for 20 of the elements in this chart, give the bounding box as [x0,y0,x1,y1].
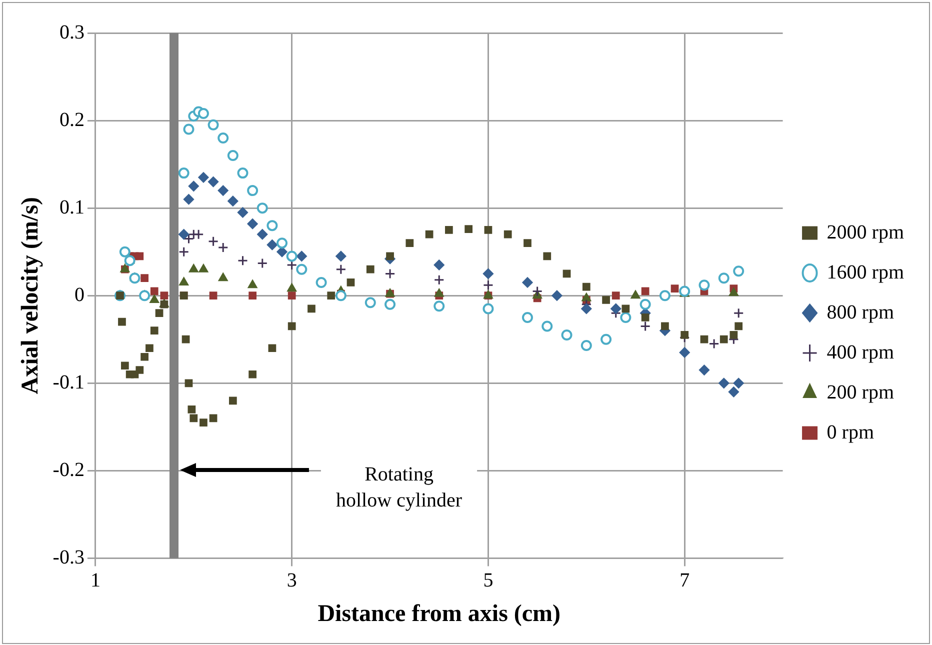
y-tick-label: 0.1 [59,196,84,218]
x-tick-label: 3 [286,569,297,592]
legend-label: 1600 rpm [826,261,904,284]
y-tick-label: -0.1 [52,371,84,394]
y-tick-label: -0.2 [52,458,84,481]
y-axis-title: Axial velocity (m/s) [18,196,44,394]
x-tick-label: 5 [483,569,494,592]
x-tick-label: 1 [90,569,100,592]
legend-label: 2000 rpm [826,221,904,244]
y-tick-label: 0.3 [59,21,84,44]
legend-label: 0 rpm [826,421,874,444]
annotation: Rotating hollow cylinder [336,463,462,512]
y-tick-label: 0.2 [59,108,84,131]
x-axis-title: Distance from axis (cm) [318,600,561,627]
y-tick-label: -0.3 [52,546,84,568]
legend-label: 200 rpm [826,381,894,404]
x-tick-label: 7 [680,569,690,592]
y-tick-label: 0 [74,284,84,306]
legend-label: 800 rpm [826,301,894,324]
legend-label: 400 rpm [826,341,894,364]
